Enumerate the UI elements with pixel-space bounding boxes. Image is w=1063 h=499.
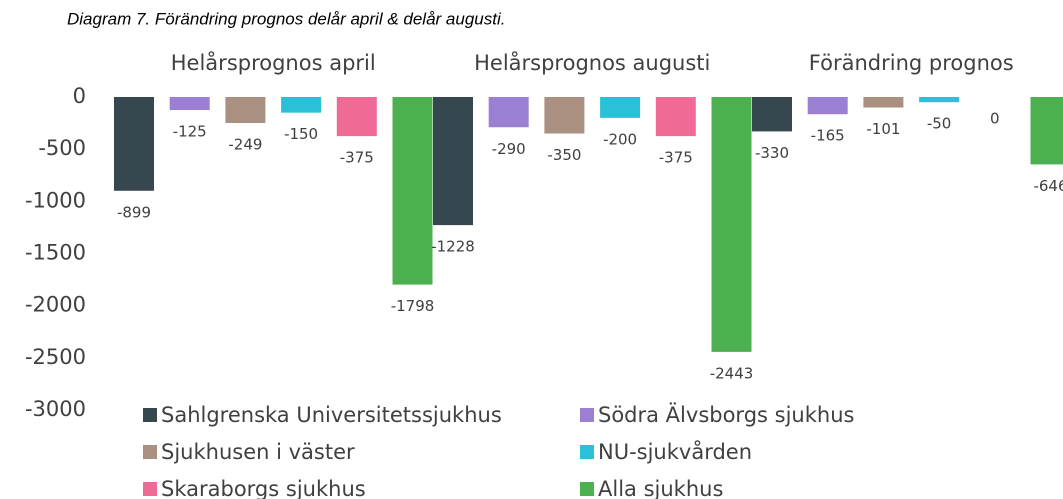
y-tick-label: -2000: [25, 293, 86, 317]
data-label: -249: [228, 135, 262, 153]
bar: [655, 97, 696, 137]
data-label: -1798: [391, 297, 435, 315]
chart-title: Diagram 7. Förändring prognos delår apri…: [67, 9, 505, 28]
bar: [225, 97, 266, 123]
bar: [392, 97, 433, 285]
data-label: -375: [659, 149, 693, 167]
legend-label: Sahlgrenska Universitetssjukhus: [161, 403, 502, 427]
data-label: -165: [811, 127, 845, 145]
legend-label: Skaraborgs sjukhus: [161, 477, 366, 499]
y-tick-label: 0: [73, 84, 86, 108]
data-label: -899: [117, 203, 151, 221]
bar: [544, 97, 585, 134]
legend-label: Sjukhusen i väster: [161, 440, 355, 464]
bar: [169, 97, 210, 111]
data-label: -646: [1033, 177, 1063, 195]
y-tick-label: -1500: [25, 241, 86, 265]
bar: [433, 97, 473, 226]
category-label: Förändring prognos: [809, 51, 1014, 75]
data-label: -125: [173, 123, 207, 141]
bar: [114, 97, 154, 191]
data-label: -350: [547, 146, 581, 164]
data-label: -290: [492, 140, 526, 158]
legend-swatch: [580, 408, 594, 422]
bar: [336, 97, 377, 137]
bar: [488, 97, 529, 128]
bar: [863, 97, 904, 108]
legend-swatch: [580, 445, 594, 459]
bar: [919, 97, 960, 103]
data-label: 0: [990, 110, 1000, 128]
data-label: -330: [755, 144, 789, 162]
category-label: Helårsprognos april: [171, 50, 376, 75]
legend-swatch: [143, 445, 157, 459]
y-tick-label: -2500: [25, 345, 86, 369]
data-label: -1228: [431, 238, 475, 256]
data-label: -200: [603, 130, 637, 148]
legend-label: NU-sjukvården: [598, 439, 752, 464]
data-label: -375: [340, 149, 374, 167]
legend-swatch: [580, 482, 594, 496]
bar: [711, 97, 752, 352]
data-label: -150: [284, 125, 318, 143]
data-label: -2443: [710, 364, 754, 382]
y-tick-label: -1000: [25, 188, 86, 212]
bar: [600, 97, 641, 118]
bar: [752, 97, 792, 132]
bar: [1030, 97, 1063, 165]
y-tick-label: -500: [38, 136, 86, 160]
data-label: -50: [927, 115, 952, 133]
category-label: Helårsprognos augusti: [474, 50, 710, 75]
legend-label: Alla sjukhus: [598, 477, 723, 499]
data-label: -101: [866, 120, 900, 138]
legend-label: Södra Älvsborgs sjukhus: [598, 402, 854, 427]
bar: [281, 97, 322, 113]
legend-swatch: [143, 482, 157, 496]
y-tick-label: -3000: [25, 397, 86, 421]
legend-swatch: [143, 408, 157, 422]
bar: [807, 97, 848, 115]
